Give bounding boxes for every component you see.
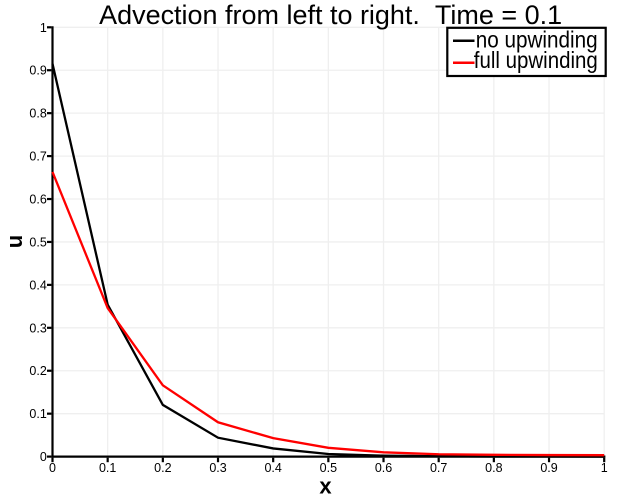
svg-text:0.8: 0.8 [29,107,46,121]
svg-text:Advection from left to right.: Advection from left to right. Time = 0.1 [99,0,562,30]
svg-text:0.7: 0.7 [430,461,447,475]
svg-text:1: 1 [601,461,608,475]
svg-text:0.7: 0.7 [29,150,46,164]
svg-text:0.3: 0.3 [29,321,46,335]
svg-text:0.9: 0.9 [29,64,46,78]
svg-text:full upwinding: full upwinding [474,47,598,73]
svg-text:0.2: 0.2 [29,364,46,378]
svg-text:0.6: 0.6 [29,193,46,207]
svg-text:0.5: 0.5 [320,461,337,475]
svg-text:0.5: 0.5 [29,235,46,249]
svg-text:0.4: 0.4 [264,461,281,475]
svg-text:x: x [319,474,332,499]
svg-text:0.1: 0.1 [99,461,116,475]
svg-text:0.8: 0.8 [485,461,502,475]
svg-text:0.4: 0.4 [29,278,46,292]
svg-text:u: u [2,235,27,248]
svg-text:0.2: 0.2 [154,461,171,475]
svg-text:0: 0 [40,450,47,464]
svg-text:0.9: 0.9 [540,461,557,475]
svg-text:0.3: 0.3 [209,461,226,475]
svg-text:0.1: 0.1 [29,407,46,421]
svg-text:1: 1 [40,21,47,35]
svg-text:no upwinding: no upwinding [476,26,598,52]
svg-text:0: 0 [49,461,56,475]
svg-text:0.6: 0.6 [375,461,392,475]
